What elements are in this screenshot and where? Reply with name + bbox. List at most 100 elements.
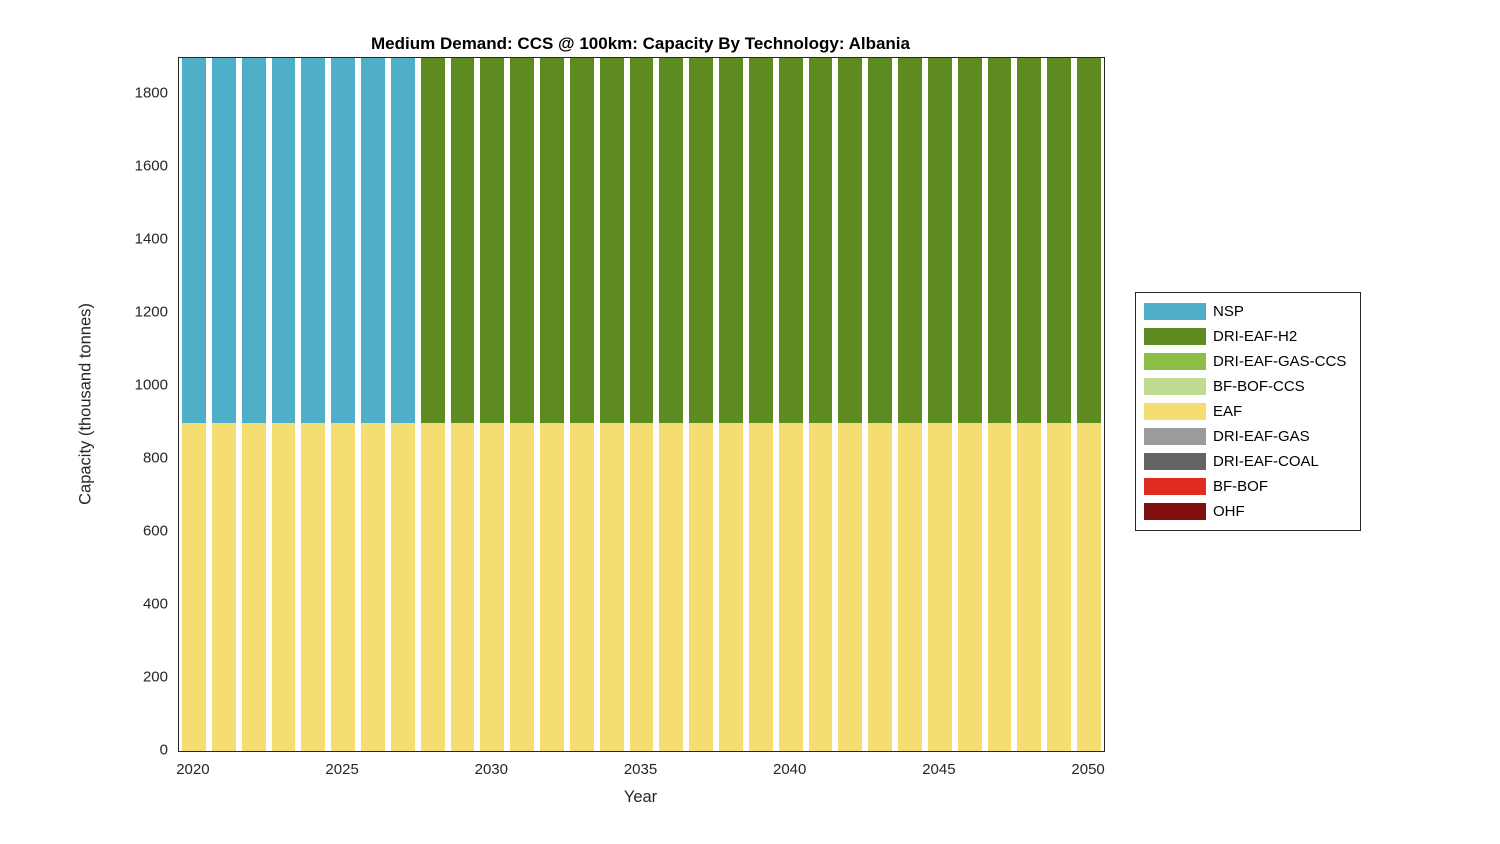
bar-segment-dri-eaf-h2-2050	[1077, 58, 1101, 423]
x-tick-label: 2040	[773, 761, 807, 778]
legend-label: DRI-EAF-GAS-CCS	[1213, 353, 1347, 370]
bar-segment-dri-eaf-h2-2032	[540, 58, 564, 423]
bar-segment-dri-eaf-h2-2034	[599, 58, 624, 423]
bar-segment-eaf-2031	[510, 422, 535, 751]
legend-label: DRI-EAF-GAS	[1213, 428, 1310, 445]
plot-area	[178, 57, 1105, 752]
bar-segment-eaf-2035	[629, 422, 654, 751]
bar-segment-dri-eaf-h2-2045	[927, 58, 952, 423]
legend-label: DRI-EAF-H2	[1213, 328, 1298, 345]
y-tick-label: 1400	[134, 230, 168, 248]
y-tick-label: 1200	[134, 303, 168, 321]
bar-segment-dri-eaf-h2-2029	[450, 58, 475, 423]
bar-segment-dri-eaf-h2-2030	[480, 58, 505, 423]
bar-segment-dri-eaf-h2-2040	[778, 58, 803, 423]
bar-segment-eaf-2036	[659, 422, 684, 751]
y-axis-label: Capacity (thousand tonnes)	[76, 302, 95, 505]
bar-segment-eaf-2026	[361, 422, 385, 751]
chart-title: Medium Demand: CCS @ 100km: Capacity By …	[371, 34, 910, 53]
legend-label: EAF	[1213, 403, 1243, 420]
bar-segment-nsp-2024	[301, 58, 326, 423]
bar-segment-eaf-2025	[331, 422, 356, 751]
bar-segment-dri-eaf-h2-2041	[808, 58, 833, 423]
bar-segment-eaf-2024	[301, 422, 326, 751]
legend-item: DRI-EAF-GAS	[1144, 424, 1346, 449]
x-tick-label: 2020	[176, 761, 210, 778]
bar-segment-nsp-2020	[181, 58, 206, 423]
bar-segment-nsp-2023	[271, 58, 296, 423]
legend-swatch-icon	[1144, 303, 1206, 320]
bar-segment-eaf-2046	[957, 422, 982, 751]
y-tick-label: 1800	[134, 84, 168, 102]
legend-label: DRI-EAF-COAL	[1213, 453, 1319, 470]
legend-swatch-icon	[1144, 453, 1206, 470]
bar-segment-dri-eaf-h2-2031	[510, 58, 535, 423]
legend-swatch-icon	[1144, 378, 1206, 395]
bar-segment-eaf-2041	[808, 422, 833, 751]
y-tick-label: 400	[142, 595, 168, 613]
bar-segment-eaf-2034	[599, 422, 624, 751]
bar-segment-dri-eaf-h2-2028	[420, 58, 445, 423]
bar-segment-nsp-2022	[241, 58, 266, 423]
legend-swatch-icon	[1144, 428, 1206, 445]
bar-segment-eaf-2027	[390, 422, 415, 751]
legend-item: EAF	[1144, 399, 1346, 424]
bar-segment-eaf-2020	[181, 422, 206, 751]
bar-segment-eaf-2045	[927, 422, 952, 751]
legend: NSP DRI-EAF-H2 DRI-EAF-GAS-CCS BF-BOF-CCS EA…	[1135, 292, 1362, 531]
bar-segment-eaf-2038	[719, 422, 743, 751]
bar-segment-dri-eaf-h2-2033	[569, 58, 594, 423]
bar-segment-nsp-2021	[211, 58, 236, 423]
bar-segment-eaf-2043	[868, 422, 893, 751]
bar-segment-dri-eaf-h2-2047	[987, 58, 1012, 423]
x-tick-label: 2035	[623, 761, 658, 778]
y-tick-label: 600	[142, 522, 168, 540]
bar-segment-dri-eaf-h2-2044	[898, 58, 922, 423]
bar-segment-eaf-2033	[569, 422, 594, 751]
y-tick-label: 200	[142, 668, 168, 686]
bar-segment-eaf-2030	[480, 422, 505, 751]
bar-segment-eaf-2039	[748, 422, 773, 751]
x-tick-label: 2050	[1071, 761, 1105, 778]
legend-item: BF-BOF	[1144, 474, 1346, 499]
bar-segment-eaf-2040	[778, 422, 803, 751]
legend-item: DRI-EAF-GAS-CCS	[1144, 349, 1346, 374]
bar-segment-dri-eaf-h2-2036	[659, 58, 684, 423]
y-tick-label: 0	[159, 741, 168, 759]
bar-segment-dri-eaf-h2-2043	[868, 58, 893, 423]
bar-segment-nsp-2025	[331, 58, 356, 423]
legend-item: BF-BOF-CCS	[1144, 374, 1346, 399]
bar-segment-nsp-2027	[390, 58, 415, 423]
x-tick-label: 2030	[474, 761, 508, 778]
legend-swatch-icon	[1144, 478, 1206, 495]
legend-label: NSP	[1213, 303, 1244, 320]
legend-label: OHF	[1213, 503, 1245, 520]
bar-segment-eaf-2032	[540, 422, 564, 751]
legend-swatch-icon	[1144, 328, 1206, 345]
bar-segment-eaf-2029	[450, 422, 475, 751]
bar-segment-dri-eaf-h2-2039	[748, 58, 773, 423]
bar-segment-eaf-2028	[420, 422, 445, 751]
y-tick-label: 1600	[134, 157, 168, 175]
bar-segment-dri-eaf-h2-2035	[629, 58, 654, 423]
bar-segment-eaf-2049	[1047, 422, 1072, 751]
bar-segment-eaf-2044	[898, 422, 922, 751]
bar-segment-eaf-2023	[271, 422, 296, 751]
bar-segment-dri-eaf-h2-2048	[1017, 58, 1042, 423]
bar-segment-eaf-2050	[1077, 422, 1101, 751]
x-axis-label: Year	[623, 788, 658, 806]
y-tick-label: 800	[142, 449, 168, 467]
y-tick-label: 1000	[134, 376, 168, 394]
legend-swatch-icon	[1144, 503, 1206, 520]
legend-swatch-icon	[1144, 403, 1206, 420]
legend-label: BF-BOF	[1213, 478, 1268, 495]
bar-segment-eaf-2042	[838, 422, 863, 751]
bar-segment-eaf-2022	[241, 422, 266, 751]
bar-segment-eaf-2021	[211, 422, 236, 751]
legend-item: DRI-EAF-H2	[1144, 324, 1346, 349]
legend-item: NSP	[1144, 299, 1346, 324]
bar-segment-dri-eaf-h2-2037	[689, 58, 714, 423]
bar-segment-dri-eaf-h2-2046	[957, 58, 982, 423]
bar-segment-dri-eaf-h2-2038	[719, 58, 743, 423]
